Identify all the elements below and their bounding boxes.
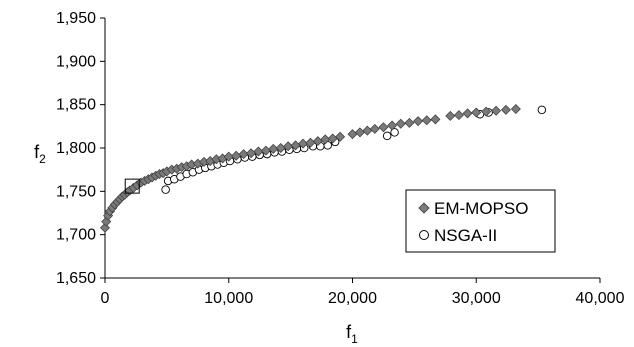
tick-labels: 1,650 1,700 1,750 1,800 1,850 1,900 1,950 0 10,0… (56, 10, 625, 307)
em-mopso-point (298, 138, 308, 149)
y-tick-label: 1,700 (56, 227, 96, 244)
em-mopso-point (283, 141, 294, 152)
y-axis-title-subscript: 2 (39, 152, 46, 166)
em-mopso-point (238, 149, 249, 160)
em-mopso-point (462, 108, 473, 119)
em-mopso-point (223, 151, 234, 162)
em-mopso-point (378, 122, 389, 133)
y-tick-label: 1,850 (56, 97, 96, 114)
em-mopso-point (395, 118, 406, 129)
x-axis-title: f1 (346, 322, 358, 346)
em-mopso-point (387, 120, 398, 131)
data-points (100, 104, 547, 233)
y-tick-label: 1,800 (56, 140, 96, 157)
x-axis-title-subscript: 1 (351, 332, 358, 346)
y-tick-label: 1,750 (56, 183, 96, 200)
nsga-ii-point (382, 131, 392, 141)
em-mopso-point (471, 107, 482, 118)
y-tick-label: 1,650 (56, 270, 96, 287)
x-axis-title-main: f (346, 322, 352, 342)
em-mopso-point (413, 116, 424, 127)
axes (100, 17, 601, 283)
highlight-box (124, 178, 140, 194)
y-tick-label: 1,950 (56, 10, 96, 27)
legend-circle-marker (419, 230, 429, 240)
nsga-ii-point (161, 185, 170, 194)
x-tick-label: 40,000 (576, 290, 625, 307)
em-mopso-point (100, 222, 110, 233)
em-mopso-point (369, 123, 380, 134)
em-mopso-point (362, 125, 373, 136)
em-mopso-point (430, 114, 441, 125)
x-tick-label: 0 (101, 290, 110, 307)
em-mopso-point (453, 110, 464, 121)
em-mopso-point (421, 115, 432, 126)
em-mopso-point (491, 105, 502, 116)
nsga-ii-point (537, 105, 547, 115)
legend-label-nsga-ii: NSGA-II (434, 226, 497, 245)
legend-box (405, 189, 556, 253)
x-tick-label: 30,000 (452, 290, 501, 307)
em-mopso-point (347, 129, 358, 140)
em-mopso-point (445, 110, 456, 121)
x-tick-label: 10,000 (204, 290, 253, 307)
em-mopso-point (320, 134, 331, 145)
y-tick-label: 1,900 (56, 53, 96, 70)
em-mopso-point (335, 131, 346, 142)
legend-label-em-mopso: EM-MOPSO (434, 199, 528, 218)
em-mopso-point (481, 106, 492, 117)
legend-diamond-marker (418, 202, 430, 214)
nsga-ii-point (390, 128, 399, 137)
em-mopso-point (354, 127, 365, 138)
legend: EM-MOPSO NSGA-II (405, 189, 556, 253)
y-axis-title: f2 (34, 142, 46, 166)
em-mopso-point (500, 104, 511, 115)
em-mopso-point (404, 117, 415, 128)
x-tick-label: 20,000 (328, 290, 377, 307)
em-mopso-point (510, 104, 521, 114)
y-axis-title-main: f (34, 142, 40, 162)
em-mopso-point (253, 146, 264, 157)
em-mopso-point (101, 216, 112, 227)
em-mopso-point (268, 143, 279, 154)
